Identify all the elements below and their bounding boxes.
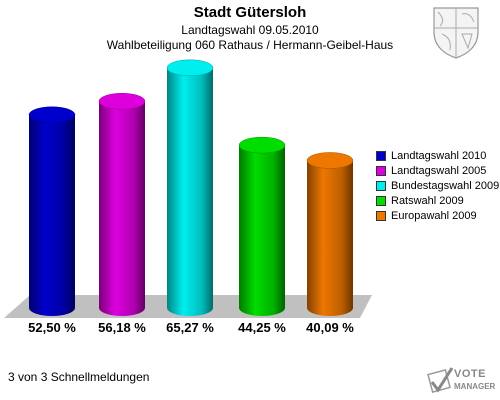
legend-swatch [376, 180, 386, 191]
legend-label: Landtagswahl 2010 [391, 149, 487, 162]
votemanager-check-icon [427, 367, 454, 393]
coat-of-arms-icon [433, 7, 479, 59]
bar-body [167, 67, 213, 316]
bar-value-label: 52,50 % [28, 320, 76, 335]
legend-label: Bundestagswahl 2009 [391, 179, 500, 192]
legend-swatch [376, 210, 386, 221]
bar-body [239, 145, 285, 316]
votemanager-logo: VOTE MANAGER [424, 364, 500, 400]
bar-top [28, 106, 76, 124]
bar-1 [28, 106, 76, 316]
votemanager-brand-bottom: MANAGER [454, 382, 496, 391]
bar-body [29, 114, 75, 316]
legend-swatch [376, 150, 386, 161]
chart-subtitle: Landtagswahl 09.05.2010 [181, 23, 319, 37]
chart-legend: Landtagswahl 2010 Landtagswahl 2005 Bundes… [376, 148, 499, 223]
votemanager-brand-top: VOTE [454, 368, 486, 380]
footer-status: 3 von 3 Schnellmeldungen [8, 370, 150, 384]
legend-swatch [376, 195, 386, 206]
bar-5 [306, 152, 354, 316]
chart-subtitle-location: Wahlbeteiligung 060 Rathaus / Hermann-Ge… [106, 38, 394, 52]
bar-2 [98, 93, 146, 316]
legend-label: Europawahl 2009 [391, 209, 477, 222]
bar-value-label: 40,09 % [306, 320, 354, 335]
legend-item: Bundestagswahl 2009 [376, 178, 499, 193]
legend-item: Landtagswahl 2010 [376, 148, 499, 163]
legend-item: Europawahl 2009 [376, 208, 499, 223]
bar-top [166, 59, 214, 77]
bar-value-label: 56,18 % [98, 320, 146, 335]
legend-label: Ratswahl 2009 [391, 194, 464, 207]
chart-title: Stadt Gütersloh [193, 4, 307, 21]
bar-value-label: 44,25 % [238, 320, 286, 335]
bar-body [307, 160, 353, 316]
bar-top [238, 136, 286, 154]
bar-value-label: 65,27 % [166, 320, 214, 335]
legend-swatch [376, 165, 386, 176]
legend-label: Landtagswahl 2005 [391, 164, 487, 177]
bar-4 [238, 136, 286, 316]
bar-top [98, 93, 146, 110]
bar-body [99, 101, 145, 316]
bar-top [306, 152, 354, 169]
bar-3 [166, 59, 214, 316]
legend-item: Ratswahl 2009 [376, 193, 499, 208]
legend-item: Landtagswahl 2005 [376, 163, 499, 178]
